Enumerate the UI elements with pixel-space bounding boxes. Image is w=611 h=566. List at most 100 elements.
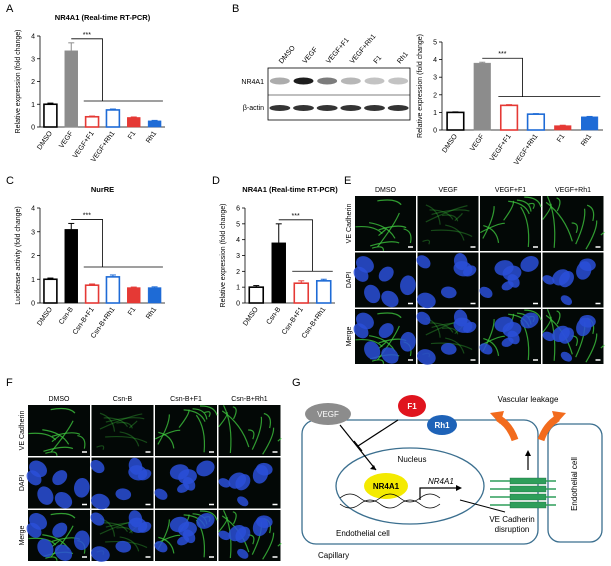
significance-label: *** bbox=[83, 32, 91, 39]
bar bbox=[315, 280, 332, 304]
bar bbox=[554, 125, 572, 131]
column-label: VEGF+Rh1 bbox=[555, 187, 591, 194]
bar bbox=[526, 113, 546, 131]
micrograph bbox=[91, 405, 154, 456]
panel-label: D bbox=[212, 175, 220, 187]
x-tick-label: F1 bbox=[127, 130, 137, 141]
nucleus-signal bbox=[400, 275, 416, 296]
cadherin-signal bbox=[520, 206, 530, 248]
blot-band bbox=[388, 77, 409, 85]
cadherin-signal bbox=[96, 445, 105, 450]
bar bbox=[43, 278, 58, 304]
bar bbox=[499, 104, 519, 131]
cadherin-signal bbox=[50, 512, 76, 519]
bar bbox=[147, 287, 162, 304]
leak-head bbox=[490, 411, 504, 424]
cadherin-signal bbox=[370, 241, 400, 247]
cadherin-signal bbox=[516, 199, 532, 212]
nucleus-signal bbox=[169, 516, 190, 533]
micrograph bbox=[28, 405, 90, 456]
nucleus-signal bbox=[378, 266, 394, 282]
significance-label: *** bbox=[498, 51, 506, 58]
panel-label: F bbox=[6, 377, 13, 389]
nucleus-signal bbox=[37, 538, 54, 558]
cadherin-signal bbox=[50, 420, 74, 453]
nucleus-signal bbox=[416, 349, 436, 365]
nucleus-signal bbox=[91, 546, 110, 562]
blot-row-label: NR4A1 bbox=[241, 79, 264, 86]
bar bbox=[64, 50, 78, 128]
column-label: DMSO bbox=[375, 187, 397, 194]
diagram-label: Capillary bbox=[318, 551, 349, 560]
diagram-label: VEGF bbox=[317, 410, 339, 419]
nucleus-signal bbox=[54, 544, 73, 561]
bar bbox=[446, 111, 465, 131]
arrow-head bbox=[456, 485, 462, 491]
cadherin-signal bbox=[51, 432, 81, 437]
vegf-shape bbox=[305, 403, 351, 425]
cadherin-signal bbox=[199, 510, 218, 521]
cadherin-signal bbox=[158, 536, 175, 554]
cadherin-signal bbox=[371, 246, 385, 251]
cadherin-signal bbox=[556, 197, 561, 212]
cadherin-signal bbox=[371, 359, 385, 364]
row-label: DAPI bbox=[19, 475, 26, 491]
cadherin-signal bbox=[199, 405, 218, 416]
y-axis-label: Relative expression (fold change) bbox=[220, 204, 227, 308]
f1-shape bbox=[398, 395, 426, 417]
nucleus-shape bbox=[335, 447, 485, 525]
x-tick-label: VEGF bbox=[58, 130, 75, 150]
cadherin-signal bbox=[232, 511, 237, 525]
junction bbox=[509, 477, 547, 509]
cadherin-signal bbox=[155, 429, 181, 440]
blot-band bbox=[364, 105, 385, 111]
nucleus-signal bbox=[416, 292, 436, 309]
nucleus-signal bbox=[115, 488, 132, 501]
cadherin-signal bbox=[422, 239, 431, 245]
bar bbox=[84, 115, 100, 128]
cadherin-signal bbox=[586, 204, 595, 222]
row-label: Merge bbox=[19, 525, 26, 545]
significance-bracket bbox=[71, 38, 163, 102]
transcription-arrow bbox=[419, 487, 458, 500]
cadherin-signal bbox=[50, 525, 74, 558]
blot-band bbox=[293, 105, 314, 111]
nucleus-signal bbox=[37, 486, 54, 505]
cadherin-signal bbox=[528, 202, 535, 210]
y-tick-label: 1 bbox=[433, 110, 437, 117]
bar bbox=[127, 117, 141, 128]
panel-label: A bbox=[6, 3, 14, 15]
blot-band bbox=[269, 105, 291, 111]
cadherin-signal bbox=[232, 406, 237, 420]
cadherin-signal bbox=[158, 431, 175, 449]
cadherin-signal bbox=[218, 411, 228, 428]
cadherin-signal bbox=[116, 421, 133, 429]
arrow-head bbox=[370, 465, 376, 470]
y-tick-label: 2 bbox=[31, 253, 35, 260]
nucleus-signal bbox=[381, 347, 399, 364]
nucleus-signal bbox=[364, 341, 381, 360]
cadherin-signal bbox=[441, 214, 459, 222]
blot-band bbox=[269, 77, 290, 85]
blot-lane-label: DMSO bbox=[278, 44, 297, 65]
nucleus-signal bbox=[400, 331, 416, 352]
x-tick-label: Csn-B+F1 bbox=[281, 306, 305, 336]
nucleus-signal bbox=[463, 321, 477, 334]
blot-band bbox=[317, 77, 338, 85]
cadherin-signal bbox=[51, 540, 60, 548]
nucleus-signal bbox=[73, 477, 90, 498]
cadherin-signal bbox=[429, 322, 454, 333]
arrow-head bbox=[525, 450, 531, 456]
y-tick-label: 4 bbox=[236, 237, 240, 244]
nucleus-signal bbox=[356, 312, 374, 330]
y-tick-label: 4 bbox=[31, 206, 35, 213]
cadherin-signal bbox=[403, 228, 412, 244]
nucleus-signal bbox=[218, 478, 231, 488]
nucleus-signal bbox=[228, 525, 247, 542]
cadherin-signal bbox=[378, 225, 407, 231]
nucleus-signal bbox=[256, 462, 273, 476]
x-tick-label: VEGF bbox=[469, 133, 486, 153]
chart-title: NurRE bbox=[91, 185, 114, 194]
cadherin-signal bbox=[195, 414, 206, 453]
